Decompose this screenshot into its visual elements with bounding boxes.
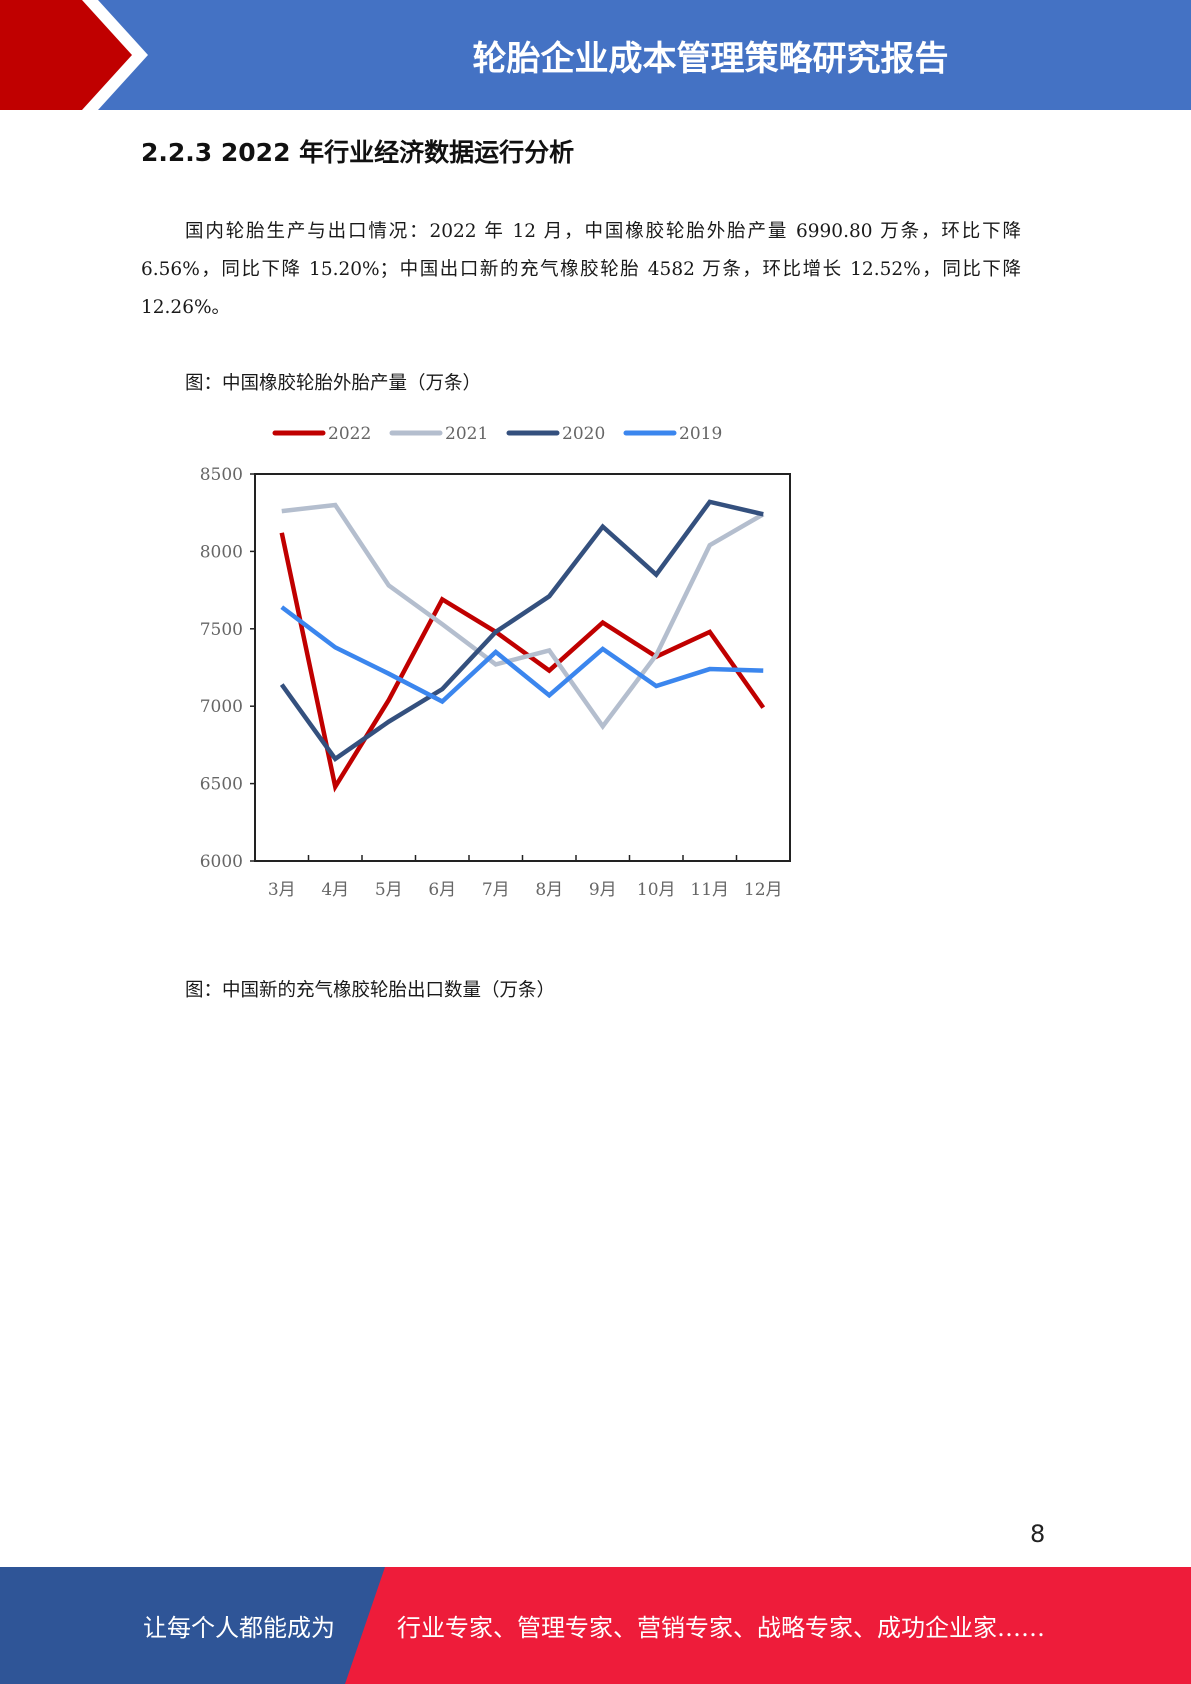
page-header: 轮胎企业成本管理策略研究报告 <box>0 0 1191 110</box>
figure-caption-export: 图：中国新的充气橡胶轮胎出口数量（万条） <box>185 980 556 1001</box>
x-tick-label: 5月 <box>375 880 403 900</box>
header-banner <box>0 0 1191 110</box>
legend-label-2021: 2021 <box>445 424 488 444</box>
x-tick-label: 11月 <box>690 880 729 900</box>
x-tick-label: 9月 <box>589 880 617 900</box>
legend-label-2022: 2022 <box>328 424 371 444</box>
header-blue-band <box>0 0 1191 110</box>
x-tick-label: 3月 <box>268 880 296 900</box>
y-tick-label: 6000 <box>200 852 243 872</box>
series-line-2020 <box>279 499 764 762</box>
footer-slogan-right: 行业专家、管理专家、营销专家、战略专家、成功企业家…… <box>397 1614 1045 1642</box>
footer-blue-band <box>0 1567 385 1684</box>
header-red-chevron <box>0 0 132 110</box>
page-footer: 让每个人都能成为 行业专家、管理专家、营销专家、战略专家、成功企业家…… <box>0 1567 1191 1684</box>
report-title: 轮胎企业成本管理策略研究报告 <box>472 38 949 79</box>
x-tick-label: 6月 <box>428 880 456 900</box>
x-tick-label: 4月 <box>321 880 349 900</box>
y-tick-label: 6500 <box>200 775 243 795</box>
x-tick-label: 12月 <box>744 880 783 900</box>
x-tick-label: 8月 <box>535 880 563 900</box>
production-line-chart: 6000 6500 7000 7500 8000 8500 3月 4月 5月 6月 7月 8月 9月 10… <box>200 424 791 900</box>
footer-banner <box>0 1567 1191 1684</box>
page-number: 8 <box>1030 1520 1046 1548</box>
y-tick-label: 8500 <box>200 465 243 485</box>
legend-label-2019: 2019 <box>679 424 722 444</box>
body-paragraph: 国内轮胎生产与出口情况：2022 年 12 月，中国橡胶轮胎外胎产量 6990.… <box>141 221 1021 318</box>
y-tick-label: 8000 <box>200 542 243 562</box>
x-tick-label: 10月 <box>637 880 676 900</box>
y-tick-label: 7500 <box>200 620 243 640</box>
legend-label-2020: 2020 <box>562 424 605 444</box>
footer-slogan-left: 让每个人都能成为 <box>143 1614 335 1642</box>
series-line-2022 <box>279 532 766 793</box>
x-tick-label: 7月 <box>482 880 510 900</box>
production-line-chart-container: 6000 6500 7000 7500 8000 8500 3月 4月 5月 6月 7月 8月 9月 10… <box>180 410 800 910</box>
section-heading: 2.2.3 2022 年行业经济数据运行分析 <box>141 138 575 167</box>
figure-caption-production: 图：中国橡胶轮胎外胎产量（万条） <box>185 373 482 394</box>
series-line-2019 <box>280 605 764 705</box>
series-line-2021 <box>281 502 765 731</box>
y-tick-label: 7000 <box>200 697 243 717</box>
